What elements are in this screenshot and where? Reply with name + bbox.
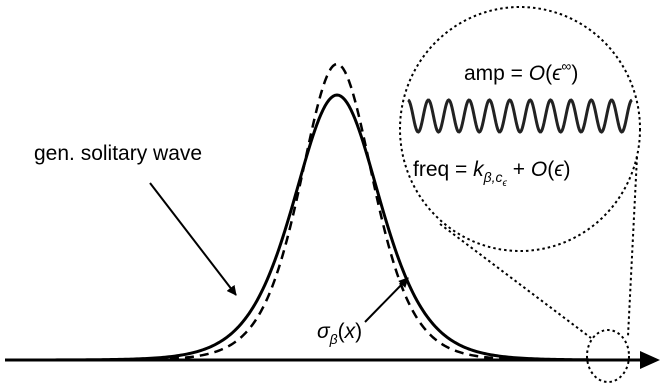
solitary-wave-curve [5,93,590,362]
solitary-wave-label: gen. solitary wave [34,142,202,165]
zoom-connector-left [439,223,592,339]
x-axis-arrowhead [640,351,660,369]
frequency-label: freq = kβ,cϵ + O(ϵ) [413,158,570,189]
sigma-beta-curve [5,62,585,362]
sigma-beta-label: σβ(x) [317,320,362,347]
ripple-wave [407,98,633,134]
zoom-source-circle [586,329,630,383]
amplitude-label: amp = O(ϵ∞) [464,58,578,85]
sigma-arrow [364,277,409,323]
zoom-circle [399,6,641,252]
zoom-connector-right [627,156,638,337]
solitary-wave-arrow [149,182,237,296]
